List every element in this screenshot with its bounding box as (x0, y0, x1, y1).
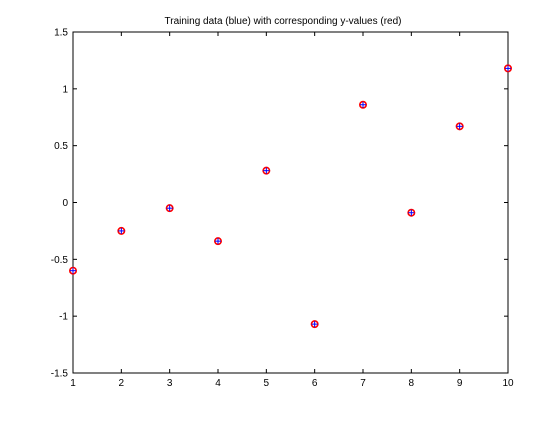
x-tick-label: 4 (215, 378, 221, 389)
x-tick-label: 1 (70, 378, 76, 389)
data-point-circle (407, 208, 416, 217)
data-point-circle (503, 64, 512, 73)
y-tick-label: -1 (59, 312, 68, 323)
data-point-circle (358, 100, 367, 109)
data-point-plus (408, 209, 415, 216)
y-tick-label: 0 (62, 198, 68, 209)
data-point-plus (263, 167, 270, 174)
y-tick-label: 1.5 (54, 28, 68, 39)
x-tick-label: 10 (502, 378, 514, 389)
data-point-circle (262, 166, 271, 175)
data-point-plus (166, 205, 173, 212)
data-point-plus (215, 238, 221, 245)
data-point-circle (69, 266, 78, 275)
x-tick-label: 7 (360, 378, 366, 389)
x-axis: 1 2 3 4 5 6 7 8 9 10 (70, 32, 514, 389)
data-point-plus (70, 267, 76, 274)
chart-title: Training data (blue) with corresponding … (165, 16, 402, 27)
x-tick-label: 3 (167, 378, 173, 389)
data-point-circle (455, 122, 464, 131)
plot-area (72, 31, 509, 374)
y-tick-label: 0.5 (54, 141, 68, 152)
x-tick-label: 8 (409, 378, 415, 389)
y-tick-label: -0.5 (51, 255, 69, 266)
data-point-plus (118, 227, 125, 234)
x-tick-label: 2 (119, 378, 125, 389)
data-point-plus (505, 65, 511, 72)
data-point-circle (165, 204, 174, 213)
data-points (69, 64, 512, 329)
data-point-plus (311, 321, 318, 328)
x-tick-label: 5 (264, 378, 270, 389)
data-point-circle (214, 237, 223, 246)
y-tick-label: 1 (62, 84, 68, 95)
y-tick-label: -1.5 (51, 369, 69, 380)
x-tick-label: 9 (457, 378, 463, 389)
data-point-plus (360, 101, 366, 108)
data-point-circle (117, 226, 126, 235)
data-point-circle (310, 320, 319, 329)
data-point-plus (456, 123, 463, 130)
y-axis: -1.5 -1 -0.5 0 0.5 1 1.5 (51, 28, 508, 380)
x-tick-label: 6 (312, 378, 318, 389)
